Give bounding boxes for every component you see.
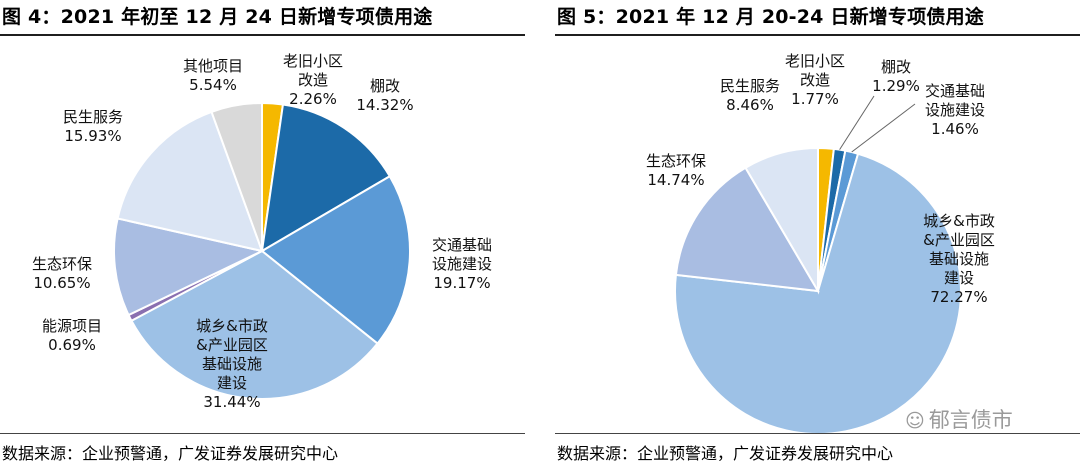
- slice-label: 能源项目 0.69%: [42, 317, 102, 354]
- slice-value: 1.46%: [931, 120, 979, 138]
- slice-name: 基础设施: [929, 250, 989, 268]
- slice-value: 31.44%: [203, 393, 260, 411]
- slice-name: 交通基础: [432, 236, 492, 254]
- leader-line: [851, 103, 916, 153]
- slice-value: 10.65%: [33, 274, 90, 292]
- slice-label: 其他项目 5.54%: [183, 57, 243, 94]
- slice-name: 民生服务: [63, 108, 123, 126]
- slice-value: 8.46%: [726, 96, 774, 114]
- pie-slice: [744, 146, 819, 295]
- slice-name: 建设: [944, 269, 974, 287]
- source-rule: [555, 433, 1080, 434]
- pie-slice: [116, 110, 264, 253]
- slice-name: 民生服务: [720, 77, 780, 95]
- pie-slice: [210, 101, 263, 252]
- pie-chart: 老旧小区改造 1.77%棚改 1.29% 交通基础设施建设 1.46%城乡&市政&产业园…: [646, 52, 995, 435]
- slice-name: 建设: [217, 374, 247, 392]
- title-rule: [555, 34, 1080, 36]
- slice-name: 交通基础: [925, 82, 985, 100]
- slice-value: 15.93%: [64, 127, 121, 145]
- slice-name: 能源项目: [42, 317, 102, 335]
- pie-slice: [260, 174, 411, 345]
- slice-name: 改造: [298, 71, 328, 89]
- chart-panel-right: 图 5：2021 年 12 月 20-24 日新增专项债用途 老旧小区改造 1.7…: [555, 0, 1080, 467]
- slice-value: 5.54%: [189, 76, 237, 94]
- slice-value: 1.77%: [791, 90, 839, 108]
- slice-value: 72.27%: [930, 288, 987, 306]
- slice-name: 基础设施: [202, 355, 262, 373]
- slice-name: 其他项目: [183, 57, 243, 75]
- slice-label: 老旧小区改造 1.77%: [785, 52, 845, 108]
- slice-name: 城乡&市政: [196, 317, 268, 335]
- watermark: ☺ 郁言债市: [905, 404, 1013, 434]
- slice-name: &产业园区: [923, 231, 995, 249]
- pie-chart: 老旧小区改造 2.26% 棚改 14.32% 交通基础设施建设 19.17% 城乡&市政&产…: [32, 52, 492, 411]
- wechat-icon: ☺: [905, 410, 925, 432]
- slice-label: 棚改 14.32%: [356, 77, 413, 114]
- slice-label: 城乡&市政&产业园区基础设施建设 72.27%: [923, 212, 995, 306]
- slice-name: 生态环保: [646, 152, 706, 170]
- source-note: 数据来源：企业预警通，广发证券发展研究中心: [557, 444, 894, 463]
- slice-name: 改造: [800, 71, 830, 89]
- pie-slice: [260, 103, 392, 253]
- slice-name: 城乡&市政: [923, 212, 995, 230]
- slice-name: 棚改: [370, 77, 400, 95]
- pie-slice: [113, 217, 266, 317]
- slice-name: 棚改: [881, 58, 911, 76]
- leader-line: [839, 95, 875, 150]
- chart-title: 图 5：2021 年 12 月 20-24 日新增专项债用途: [557, 6, 984, 28]
- slice-value: 1.29%: [872, 77, 920, 95]
- title-rule: [0, 34, 525, 36]
- slice-label: 交通基础设施建设 19.17%: [432, 236, 492, 292]
- slice-label: 民生服务 15.93%: [63, 108, 123, 145]
- slice-value: 19.17%: [433, 274, 490, 292]
- slice-name: 设施建设: [432, 255, 492, 273]
- chart-title: 图 4：2021 年初至 12 月 24 日新增专项债用途: [2, 6, 433, 28]
- slice-label: 生态环保 10.65%: [32, 255, 92, 292]
- slice-value: 2.26%: [289, 90, 337, 108]
- slice-name: 老旧小区: [283, 52, 343, 70]
- slice-value: 0.69%: [48, 336, 96, 354]
- slice-label: 生态环保 14.74%: [646, 152, 706, 189]
- slice-label: 民生服务 8.46%: [720, 77, 780, 114]
- slice-value: 14.74%: [647, 171, 704, 189]
- source-rule: [0, 433, 525, 434]
- slice-name: 老旧小区: [785, 52, 845, 70]
- slice-label: 棚改 1.29%: [872, 58, 920, 95]
- pie-slice: [674, 166, 820, 293]
- slice-label: 城乡&市政&产业园区基础设施建设 31.44%: [196, 317, 268, 411]
- slice-label: 交通基础设施建设 1.46%: [925, 82, 985, 138]
- source-note: 数据来源：企业预警通，广发证券发展研究中心: [2, 444, 339, 463]
- watermark-text: 郁言债市: [928, 408, 1013, 432]
- slice-name: &产业园区: [196, 336, 268, 354]
- chart-panel-left: 图 4：2021 年初至 12 月 24 日新增专项债用途 老旧小区改造 2.26…: [0, 0, 525, 467]
- slice-name: 生态环保: [32, 255, 92, 273]
- slice-name: 设施建设: [925, 101, 985, 119]
- pie-slice: [674, 152, 962, 435]
- slice-value: 14.32%: [356, 96, 413, 114]
- slice-label: 老旧小区改造 2.26%: [283, 52, 343, 108]
